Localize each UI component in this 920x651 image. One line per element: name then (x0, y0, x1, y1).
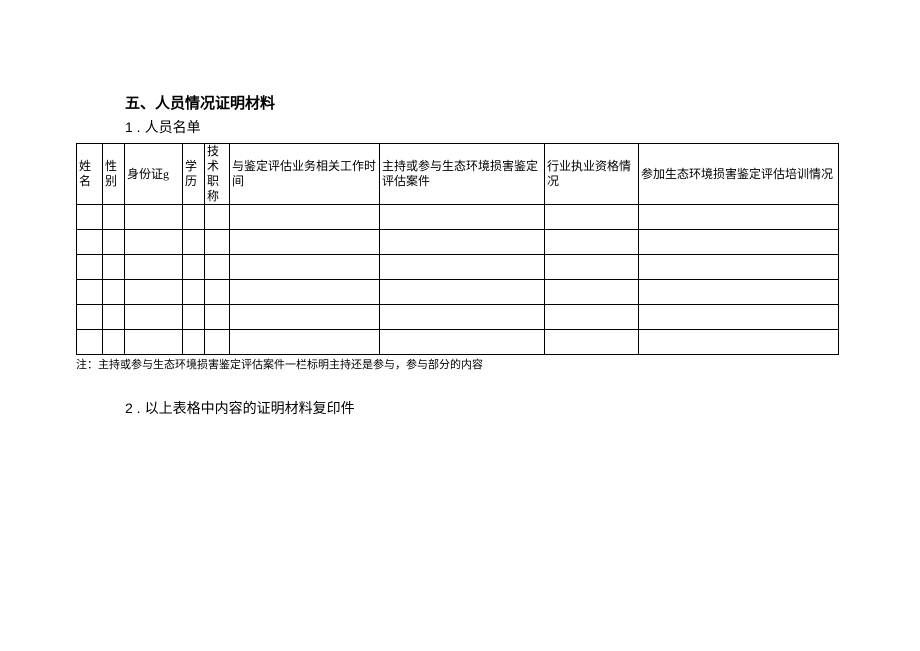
table-row (77, 205, 839, 230)
table-cell (183, 280, 205, 305)
table-cell (639, 330, 839, 355)
table-cell (230, 230, 380, 255)
subtitle-2-num: 2 . (125, 400, 141, 416)
table-cell (103, 280, 125, 305)
table-cell (125, 230, 183, 255)
table-row (77, 280, 839, 305)
table-row (77, 255, 839, 280)
table-header-row: 姓名性别身份证g学历技术职称与鉴定评估业务相关工作时间主持或参与生态环境损害鉴定… (77, 144, 839, 205)
table-cell (380, 305, 545, 330)
table-cell (205, 330, 230, 355)
table-cell (380, 230, 545, 255)
table-cell (639, 280, 839, 305)
table-cell (183, 230, 205, 255)
table-cell (183, 255, 205, 280)
subtitle-2-text: 以上表格中内容的证明材料复印件 (145, 402, 355, 417)
table-cell (77, 205, 103, 230)
table-cell (125, 330, 183, 355)
table-cell (639, 230, 839, 255)
table-cell (77, 230, 103, 255)
table-header-cell: 行业执业资格情况 (545, 144, 639, 205)
table-cell (230, 280, 380, 305)
table-cell (380, 280, 545, 305)
table-header-cell: 与鉴定评估业务相关工作时间 (230, 144, 380, 205)
table-cell (380, 205, 545, 230)
table-cell (103, 230, 125, 255)
table-cell (77, 330, 103, 355)
table-cell (545, 230, 639, 255)
table-cell (77, 280, 103, 305)
table-cell (103, 255, 125, 280)
subtitle-1: 1 . 人员名单 (76, 117, 920, 139)
table-header-cell: 姓名 (77, 144, 103, 205)
table-cell (205, 305, 230, 330)
table-cell (230, 330, 380, 355)
table-cell (205, 230, 230, 255)
table-header-cell: 主持或参与生态环境损害鉴定评估案件 (380, 144, 545, 205)
table-cell (183, 305, 205, 330)
table-cell (230, 205, 380, 230)
table-cell (545, 205, 639, 230)
table-cell (103, 205, 125, 230)
table-body (77, 205, 839, 355)
table-cell (380, 255, 545, 280)
table-header-cell: 学历 (183, 144, 205, 205)
table-cell (125, 205, 183, 230)
table-cell (77, 305, 103, 330)
table-cell (103, 305, 125, 330)
table-cell (230, 255, 380, 280)
table-cell (380, 330, 545, 355)
table-cell (77, 255, 103, 280)
table-cell (639, 305, 839, 330)
table-cell (639, 205, 839, 230)
table-row (77, 330, 839, 355)
table-header-cell: 参加生态环境损害鉴定评估培训情况 (639, 144, 839, 205)
table-cell (125, 280, 183, 305)
table-row (77, 230, 839, 255)
table-cell (103, 330, 125, 355)
table-cell (125, 305, 183, 330)
table-cell (205, 280, 230, 305)
table-cell (639, 255, 839, 280)
table-header-cell: 性别 (103, 144, 125, 205)
table-cell (205, 255, 230, 280)
table-header-cell: 技术职称 (205, 144, 230, 205)
table-cell (125, 255, 183, 280)
table-footnote: 注：主持或参与生态环境损害鉴定评估案件一栏标明主持还是参与，参与部分的内容 (76, 358, 920, 372)
subtitle-1-text: 人员名单 (145, 121, 201, 136)
table-cell (183, 330, 205, 355)
table-header-cell: 身份证g (125, 144, 183, 205)
table-cell (545, 330, 639, 355)
table-cell (230, 305, 380, 330)
subtitle-2: 2 . 以上表格中内容的证明材料复印件 (76, 398, 920, 420)
table-cell (183, 205, 205, 230)
table-cell (545, 255, 639, 280)
table-cell (545, 305, 639, 330)
table-row (77, 305, 839, 330)
table-cell (545, 280, 639, 305)
subtitle-1-num: 1 . (125, 119, 141, 135)
personnel-table: 姓名性别身份证g学历技术职称与鉴定评估业务相关工作时间主持或参与生态环境损害鉴定… (76, 143, 839, 355)
table-cell (205, 205, 230, 230)
section-title: 五、人员情况证明材料 (76, 94, 920, 115)
